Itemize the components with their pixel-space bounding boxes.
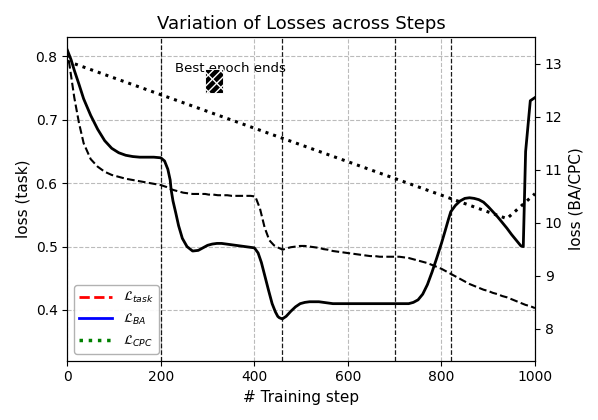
Bar bbox=[205, 69, 223, 93]
Title: Variation of Losses across Steps: Variation of Losses across Steps bbox=[157, 15, 446, 33]
Y-axis label: loss (BA/CPC): loss (BA/CPC) bbox=[568, 148, 583, 250]
Bar bbox=[205, 69, 223, 93]
Text: Best epoch ends: Best epoch ends bbox=[175, 62, 286, 75]
Y-axis label: loss (task): loss (task) bbox=[15, 160, 30, 238]
Legend: $\mathcal{L}_{task}$, $\mathcal{L}_{BA}$, $\mathcal{L}_{CPC}$: $\mathcal{L}_{task}$, $\mathcal{L}_{BA}$… bbox=[74, 285, 159, 354]
X-axis label: # Training step: # Training step bbox=[243, 390, 359, 405]
